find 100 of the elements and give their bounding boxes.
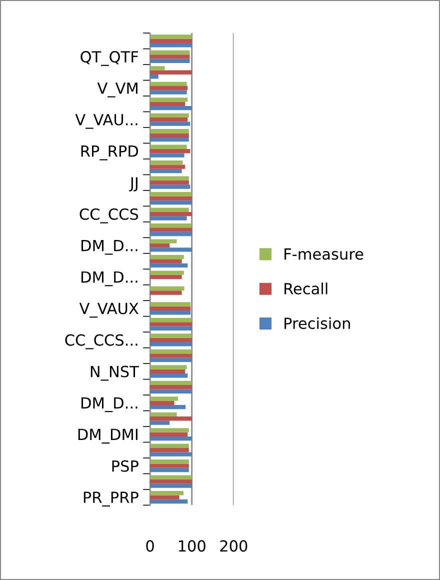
y-tick-label: PSP (112, 460, 138, 472)
bar (150, 404, 186, 410)
bar (150, 34, 192, 39)
y-tick-label: N_NST (90, 366, 139, 381)
bar (150, 70, 192, 74)
bar (150, 259, 182, 264)
bar (150, 122, 190, 126)
bar (150, 428, 189, 432)
bar (150, 144, 187, 149)
bar (150, 148, 190, 154)
bar (150, 452, 192, 456)
bar (150, 354, 192, 358)
bar (150, 180, 189, 185)
bar (150, 50, 190, 55)
bar (150, 389, 192, 394)
y-tick-label: CC_CCS (80, 208, 138, 224)
y-tick-label: CC_CCS... (65, 334, 138, 350)
bar (150, 106, 192, 110)
y-tick-label: QT_QTF (80, 50, 138, 66)
bar (150, 113, 189, 118)
bar (150, 374, 188, 378)
bar (150, 310, 191, 315)
y-tick-label: DM_D... (82, 240, 138, 255)
bar (150, 208, 189, 212)
bar (150, 118, 188, 122)
y-tick-label: JJ (129, 177, 138, 192)
bar (150, 133, 189, 138)
bar (150, 322, 192, 326)
y-tick-label: PR_PRP (84, 492, 138, 507)
bar (150, 223, 192, 228)
bar (150, 212, 192, 216)
bar (150, 479, 192, 484)
bar (150, 342, 192, 346)
y-tick-label: RP_RPD (81, 146, 138, 160)
bar (150, 232, 192, 236)
y-tick-label: V_VAUX (79, 302, 138, 318)
bar (150, 302, 191, 306)
bar (150, 82, 187, 86)
bar (150, 270, 184, 275)
y-tick-label: DM_D... (82, 397, 138, 412)
bar (150, 176, 189, 180)
bar (150, 464, 189, 468)
bar (150, 412, 177, 417)
bar (150, 334, 192, 338)
bar (150, 491, 184, 496)
bar (150, 168, 182, 174)
bar (150, 254, 184, 260)
bar (150, 58, 190, 63)
bar (150, 475, 192, 480)
bar (150, 54, 190, 59)
bar (150, 385, 192, 390)
bar (150, 338, 192, 342)
bar (150, 38, 192, 44)
legend-label: Precision (284, 317, 350, 330)
y-tick-label: V_VAU... (75, 114, 138, 129)
bar (150, 98, 188, 102)
bar (150, 263, 188, 268)
bar (150, 400, 174, 405)
bar (150, 420, 170, 425)
y-tick-label: DM_DMI (78, 428, 138, 444)
bar (150, 318, 192, 322)
bar (150, 290, 182, 295)
bar (150, 243, 170, 248)
bar (150, 460, 189, 464)
bar (150, 184, 190, 189)
bar (150, 86, 188, 90)
bar (150, 66, 165, 70)
bar (150, 129, 189, 134)
x-tick-label: 200 (220, 540, 248, 552)
bar (150, 432, 188, 436)
bar (150, 444, 189, 448)
y-tick-label: DM_D... (82, 271, 138, 286)
bar (150, 228, 192, 232)
bar (150, 274, 182, 280)
bar (150, 74, 158, 79)
bar (150, 358, 192, 362)
legend-label: Recall (284, 282, 328, 294)
bar (150, 286, 184, 291)
bar (150, 499, 188, 504)
x-tick-label: 0 (146, 540, 154, 552)
bar (150, 326, 192, 330)
bar (150, 365, 187, 370)
legend-label: F-measure (284, 248, 364, 260)
bar (150, 349, 192, 354)
bar (150, 164, 186, 169)
bar (150, 248, 192, 252)
bar (150, 137, 189, 142)
bar (150, 196, 192, 200)
bar (150, 160, 183, 165)
bar (150, 448, 189, 452)
bar (150, 468, 189, 472)
bar (150, 369, 186, 374)
bar (150, 153, 184, 158)
bar (150, 396, 178, 401)
bar (150, 436, 192, 441)
bar (150, 90, 187, 94)
bar (150, 484, 192, 488)
bar (150, 306, 191, 311)
x-tick-label: 100 (178, 540, 206, 552)
bar (150, 192, 192, 196)
